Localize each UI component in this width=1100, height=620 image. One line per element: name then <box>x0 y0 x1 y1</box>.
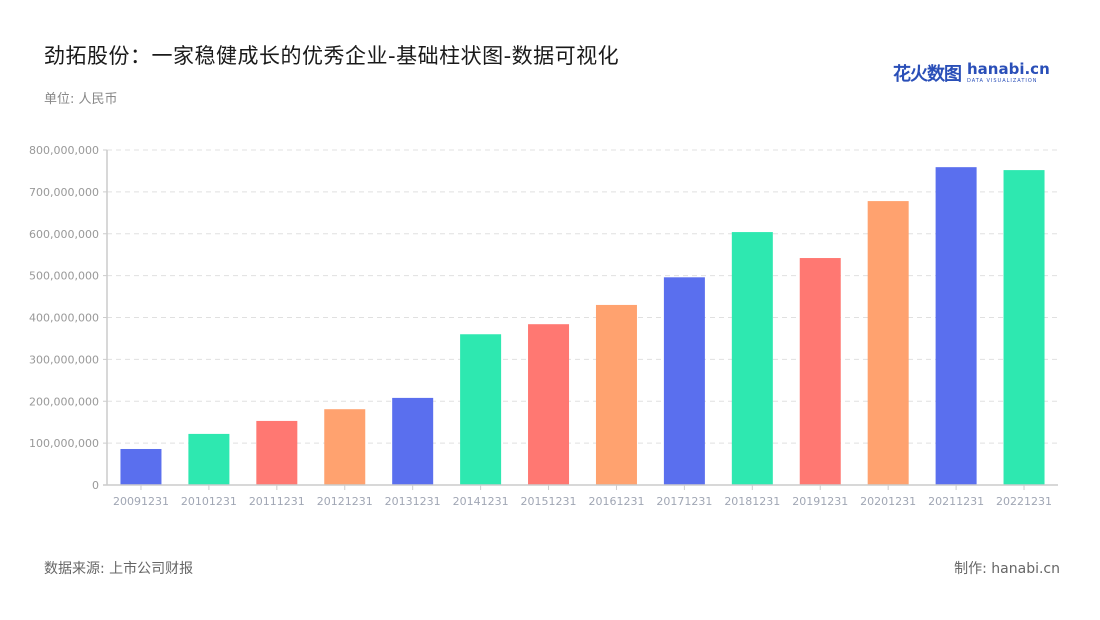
bar-20131231[interactable] <box>392 397 434 485</box>
logo-en-block: hanabi.cn DATA VISUALIZATION <box>967 62 1050 84</box>
credit: 制作: hanabi.cn <box>954 561 1060 577</box>
x-axis: 20091231 20101231 20111231 20121231 20131231… <box>103 484 1058 508</box>
chart-title: 劲拓股份：一家稳健成长的优秀企业-基础柱状图-数据可视化 <box>44 44 620 68</box>
hanabi-logo: 花火数图 hanabi.cn DATA VISUALIZATION <box>893 60 1050 86</box>
bar-20191231[interactable] <box>799 258 841 485</box>
x-tick-label: 20141231 <box>453 495 509 508</box>
logo-en-text: hanabi.cn <box>967 60 1050 78</box>
y-tick-label: 500,000,000 <box>29 270 99 283</box>
logo-cn-text: 花火数图 <box>893 64 962 85</box>
x-tick-label: 20211231 <box>928 495 984 508</box>
bars <box>120 167 1045 485</box>
bar-20221231[interactable] <box>1003 170 1045 485</box>
x-tick-label: 20131231 <box>385 495 441 508</box>
y-tick-label: 0 <box>92 479 99 492</box>
unit-label: 单位: 人民币 <box>44 92 118 107</box>
y-tick-label: 200,000,000 <box>29 395 99 408</box>
x-tick-label: 20121231 <box>317 495 373 508</box>
x-tick-label: 20111231 <box>249 495 305 508</box>
bar-20161231[interactable] <box>595 304 637 485</box>
x-tick-label: 20091231 <box>113 495 169 508</box>
y-tick-label: 700,000,000 <box>29 186 99 199</box>
bar-20121231[interactable] <box>324 409 366 485</box>
y-axis: 0 100,000,000 200,000,000 300,000,000 400,00… <box>29 144 108 492</box>
y-tick-label: 400,000,000 <box>29 312 99 325</box>
y-tick-label: 100,000,000 <box>29 437 99 450</box>
y-tick-label: 300,000,000 <box>29 353 99 366</box>
bar-20111231[interactable] <box>256 420 298 485</box>
bar-20151231[interactable] <box>528 324 570 485</box>
x-tick-label: 20161231 <box>588 495 644 508</box>
x-tick-label: 20181231 <box>724 495 780 508</box>
bar-20181231[interactable] <box>731 232 773 485</box>
bar-20201231[interactable] <box>867 201 909 485</box>
bar-20091231[interactable] <box>120 448 162 485</box>
x-tick-label: 20201231 <box>860 495 916 508</box>
y-tick-label: 800,000,000 <box>29 144 99 157</box>
logo-tagline: DATA VISUALIZATION <box>967 78 1038 84</box>
bar-20171231[interactable] <box>663 277 705 485</box>
grid-lines <box>107 149 1058 444</box>
y-tick-label: 600,000,000 <box>29 228 99 241</box>
x-tick-label: 20221231 <box>996 495 1052 508</box>
x-tick-label: 20191231 <box>792 495 848 508</box>
bar-20211231[interactable] <box>935 167 977 485</box>
x-tick-label: 20101231 <box>181 495 237 508</box>
data-source: 数据来源: 上市公司财报 <box>44 561 194 577</box>
bar-20101231[interactable] <box>188 433 230 485</box>
x-tick-label: 20151231 <box>521 495 577 508</box>
bar-20141231[interactable] <box>460 334 502 485</box>
x-tick-label: 20171231 <box>656 495 712 508</box>
